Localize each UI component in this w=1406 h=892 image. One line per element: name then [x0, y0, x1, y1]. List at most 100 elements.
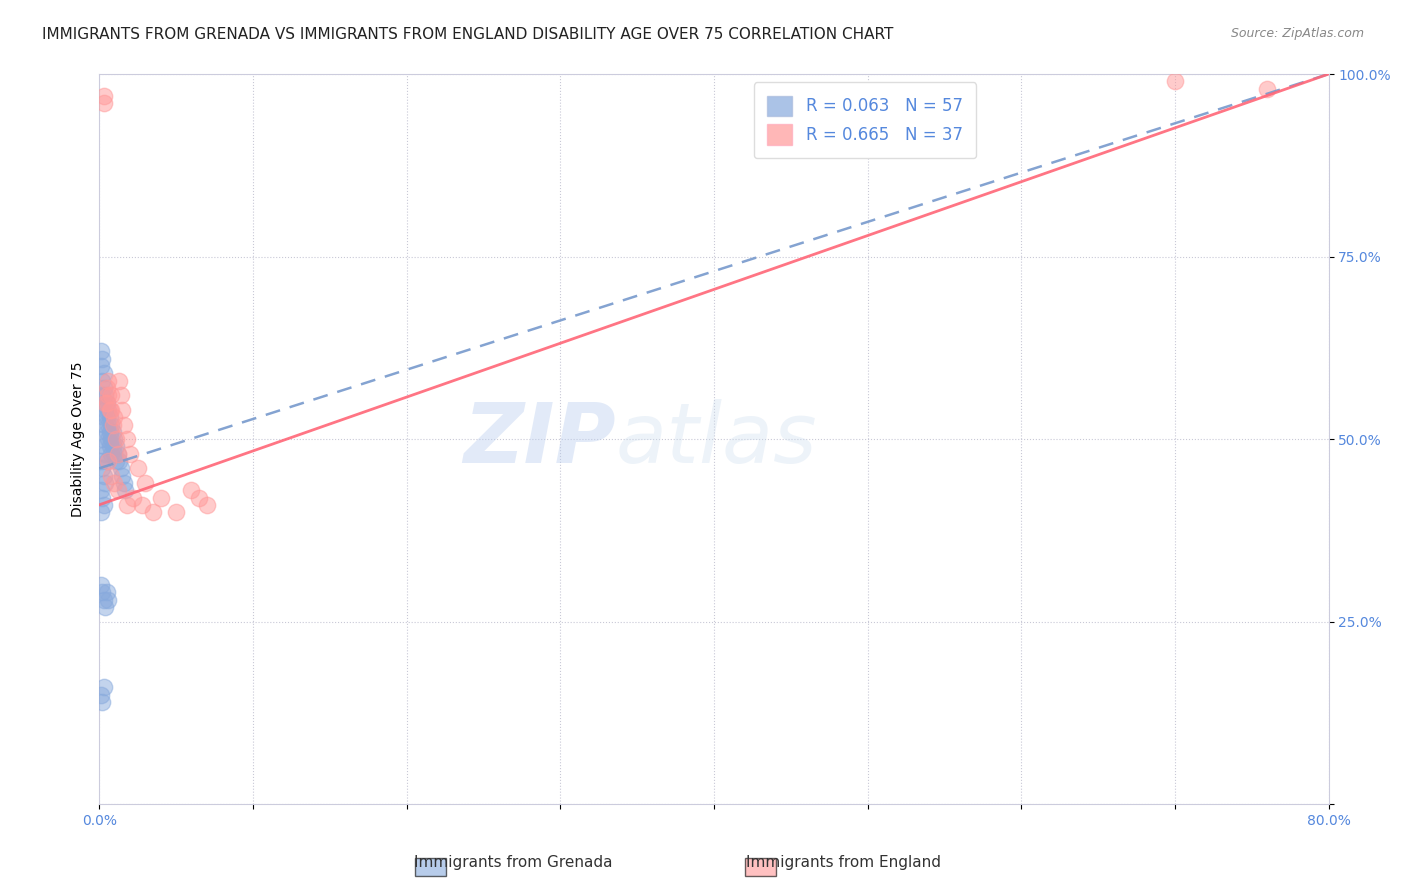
Point [90, 344, 112, 359]
Point [107, 483, 129, 498]
Point [122, 491, 145, 505]
Point [101, 425, 124, 439]
Point [195, 498, 218, 512]
Point [100, 403, 122, 417]
Point [93, 367, 115, 381]
Point [93, 681, 115, 695]
Point [91, 432, 114, 446]
Point [165, 505, 187, 519]
Point [93, 439, 115, 453]
Point [105, 454, 128, 468]
Point [1256, 81, 1278, 95]
Point [94, 417, 117, 432]
Point [91, 388, 114, 402]
Point [100, 432, 122, 446]
Point [91, 461, 114, 475]
Point [96, 454, 118, 468]
Point [96, 585, 118, 599]
Point [115, 432, 138, 446]
Point [100, 468, 122, 483]
Point [105, 439, 128, 453]
Point [188, 491, 211, 505]
Point [93, 498, 115, 512]
Point [90, 578, 112, 592]
Point [100, 417, 122, 432]
Point [103, 447, 125, 461]
Point [90, 359, 112, 373]
Y-axis label: Disability Age Over 75: Disability Age Over 75 [72, 361, 86, 516]
Point [108, 454, 131, 468]
Point [90, 688, 112, 702]
Text: atlas: atlas [616, 399, 817, 480]
Point [91, 695, 114, 709]
Point [180, 483, 202, 498]
Point [97, 417, 120, 432]
Point [134, 475, 156, 490]
Text: IMMIGRANTS FROM GRENADA VS IMMIGRANTS FROM ENGLAND DISABILITY AGE OVER 75 CORREL: IMMIGRANTS FROM GRENADA VS IMMIGRANTS FR… [42, 27, 894, 42]
Point [112, 417, 135, 432]
Text: Immigrants from Grenada: Immigrants from Grenada [413, 855, 613, 870]
Point [108, 374, 131, 388]
Point [97, 432, 120, 446]
Point [96, 410, 118, 425]
Point [96, 395, 118, 409]
Point [96, 425, 118, 439]
Point [93, 410, 115, 425]
Point [93, 89, 115, 103]
Point [93, 381, 115, 395]
Point [105, 432, 128, 446]
Point [94, 447, 117, 461]
Point [110, 461, 132, 475]
Point [91, 585, 114, 599]
Point [112, 475, 135, 490]
Point [94, 600, 117, 615]
Point [98, 439, 121, 453]
Point [93, 96, 115, 111]
Point [111, 403, 134, 417]
Point [103, 475, 125, 490]
Point [98, 425, 121, 439]
Text: Source: ZipAtlas.com: Source: ZipAtlas.com [1230, 27, 1364, 40]
Text: ZIP: ZIP [463, 399, 616, 480]
Point [93, 592, 115, 607]
Point [91, 351, 114, 366]
Point [94, 388, 117, 402]
Point [97, 403, 120, 417]
Point [111, 468, 134, 483]
Point [93, 468, 115, 483]
Point [94, 475, 117, 490]
Point [94, 395, 117, 409]
Point [107, 447, 129, 461]
Point [90, 483, 112, 498]
Point [98, 403, 121, 417]
Point [107, 447, 129, 461]
Point [131, 498, 153, 512]
Point [115, 498, 138, 512]
Point [142, 505, 165, 519]
Point [93, 395, 115, 409]
Point [118, 447, 141, 461]
Point [94, 403, 117, 417]
Point [127, 461, 149, 475]
Point [91, 491, 114, 505]
Point [100, 447, 122, 461]
Point [98, 410, 121, 425]
Point [101, 417, 124, 432]
Point [110, 388, 132, 402]
Point [90, 505, 112, 519]
Point [97, 592, 120, 607]
Legend: R = 0.063   N = 57, R = 0.665   N = 37: R = 0.063 N = 57, R = 0.665 N = 37 [754, 82, 976, 158]
Point [103, 410, 125, 425]
Point [91, 374, 114, 388]
Point [90, 454, 112, 468]
Point [96, 381, 118, 395]
Point [101, 439, 124, 453]
Point [97, 388, 120, 402]
Point [97, 454, 120, 468]
Point [1164, 74, 1187, 88]
Point [97, 374, 120, 388]
Point [100, 388, 122, 402]
Point [103, 432, 125, 446]
Point [149, 491, 172, 505]
Point [96, 395, 118, 409]
